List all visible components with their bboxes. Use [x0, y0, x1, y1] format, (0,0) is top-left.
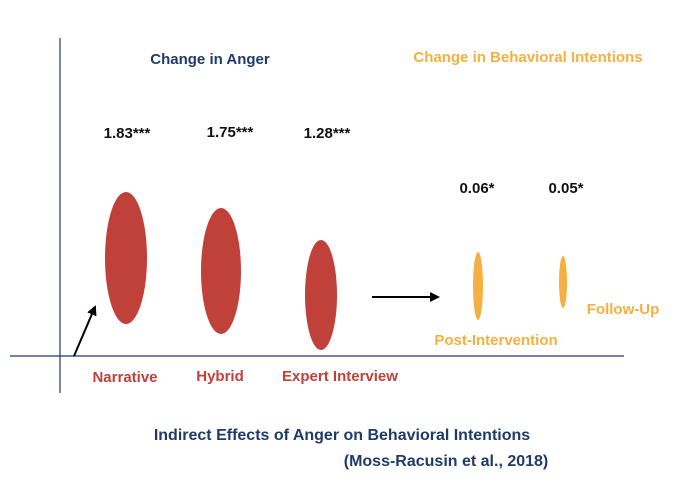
- ellipse-post-intervention: [473, 252, 483, 320]
- label-narrative: Narrative: [92, 369, 157, 386]
- caption-title: Indirect Effects of Anger on Behavioral …: [154, 427, 530, 444]
- ellipse-follow-up: [559, 256, 567, 308]
- ellipse-hybrid: [201, 208, 241, 334]
- label-post-intervention: Post-Intervention: [434, 332, 557, 349]
- label-follow-up: Follow-Up: [587, 301, 659, 318]
- value-post-intervention: 0.06*: [459, 180, 494, 197]
- label-hybrid: Hybrid: [196, 368, 244, 385]
- value-follow-up: 0.05*: [548, 180, 583, 197]
- value-expert-interview: 1.28***: [304, 125, 351, 142]
- label-expert-interview: Expert Interview: [282, 368, 398, 385]
- ellipse-expert-interview: [305, 240, 337, 350]
- value-hybrid: 1.75***: [207, 124, 254, 141]
- value-narrative: 1.83***: [104, 125, 151, 142]
- heading-change-in-anger: Change in Anger: [150, 51, 270, 68]
- arrow-into-narrative: [73, 305, 97, 357]
- caption-citation: (Moss-Racusin et al., 2018): [344, 453, 549, 470]
- heading-change-in-behavioral-intentions: Change in Behavioral Intentions: [413, 49, 642, 66]
- ellipse-narrative: [105, 192, 147, 324]
